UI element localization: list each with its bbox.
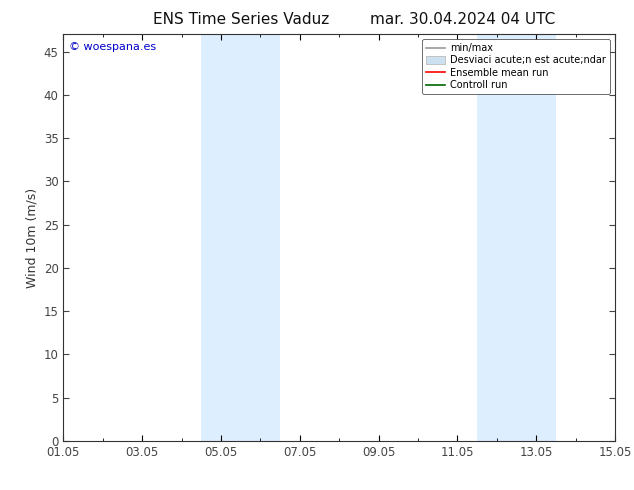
Bar: [241, 34, 280, 441]
Text: mar. 30.04.2024 04 UTC: mar. 30.04.2024 04 UTC: [370, 12, 555, 27]
Text: © woespana.es: © woespana.es: [69, 43, 156, 52]
Bar: [517, 34, 556, 441]
Y-axis label: Wind 10m (m/s): Wind 10m (m/s): [25, 188, 38, 288]
Legend: min/max, Desviaci acute;n est acute;ndar, Ensemble mean run, Controll run: min/max, Desviaci acute;n est acute;ndar…: [422, 39, 610, 94]
Bar: [202, 34, 241, 441]
Text: ENS Time Series Vaduz: ENS Time Series Vaduz: [153, 12, 329, 27]
Bar: [477, 34, 517, 441]
